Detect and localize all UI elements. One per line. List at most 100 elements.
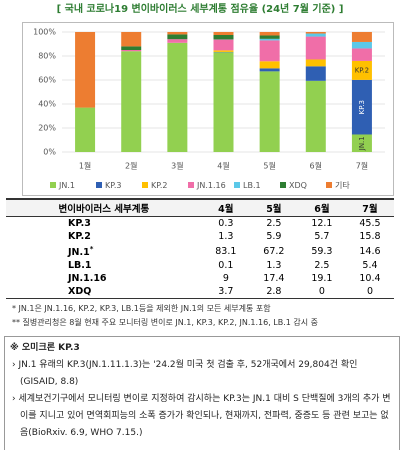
bar-segment (167, 32, 188, 35)
bar-segment (259, 61, 280, 69)
bar-segment (167, 42, 188, 152)
legend-label: KP.3 (105, 181, 121, 190)
title: [ 국내 코로나19 변이바이러스 세부계통 점유율 (24년 7월 기준) ] (56, 4, 344, 15)
bar-segment (213, 35, 234, 40)
bar-segment (121, 50, 142, 52)
footnote: * JN.1은 JN.1.16, KP.2, KP.3, LB.1등을 제외한 … (12, 304, 271, 313)
table-cell: 19.1 (311, 273, 333, 285)
note-bullet: › 세계보건기구에서 모니터링 변이로 지정하여 감시하는 KP.3는 JN.1… (10, 391, 394, 442)
table-row: JN.1* 83.1 67.2 59.3 14.6 (6, 243, 394, 259)
bar-segment (351, 134, 372, 152)
bar-segment (213, 39, 234, 51)
table-row: KP.3 0.3 2.5 12.1 45.5 (6, 217, 394, 231)
bar-segment (351, 79, 372, 135)
legend-swatch (96, 182, 102, 188)
row-label: XDQ (6, 285, 202, 300)
legend-label: LB.1 (243, 181, 261, 190)
row-label-text: LB.1 (68, 260, 92, 272)
row-label-text: KP.3 (68, 218, 91, 229)
y-tick-label: 0% (43, 148, 56, 157)
note-box: ※ 오미크론 KP.3 › JN.1 유래의 KP.3(JN.1.11.1.3)는… (4, 336, 400, 450)
x-tick-label: 5월 (263, 161, 275, 171)
table-cell: 59.3 (311, 245, 333, 257)
header-cell: 5월 (249, 198, 298, 217)
bar-segment (305, 36, 326, 60)
bar-segment (305, 80, 326, 152)
bar-segment (351, 48, 372, 61)
table-cell: 5.9 (266, 231, 282, 242)
x-tick-label: 3월 (171, 161, 183, 171)
row-label: KP.3 (6, 217, 202, 231)
footnote: ** 질병관리청은 8월 현재 주요 모니터링 변이로 JN.1, KP.3, … (12, 318, 319, 327)
legend-label: 기타 (335, 181, 350, 190)
bar-segment (75, 107, 96, 152)
y-tick-label: 60% (38, 76, 56, 85)
legend-swatch (280, 182, 286, 188)
bar-segment (259, 35, 280, 39)
share-table: 변이바이러스 세부계통 4월 5월 6월 7월 KP.3 0.3 2.5 12.1 45.5 KP.… (6, 198, 394, 300)
bar-segment (351, 32, 372, 42)
table-cell: 14.6 (359, 245, 381, 257)
row-label-mark: * (89, 245, 94, 253)
table-cell: 1.3 (266, 260, 282, 272)
x-tick-label: 6월 (310, 161, 322, 171)
bar-segment (259, 68, 280, 72)
chart-frame (22, 22, 394, 196)
legend-label: JN.1 (58, 181, 75, 190)
bar-segment (351, 60, 372, 80)
table-cell: 3.7 (201, 285, 250, 300)
table-cell: 2.5 (266, 218, 282, 229)
bar-segment (305, 66, 326, 81)
table-cell: 0 (297, 285, 346, 300)
legend-label: JN.1.16 (196, 181, 226, 190)
header-row: 변이바이러스 세부계통 4월 5월 6월 7월 (6, 198, 394, 217)
bar-segment (121, 32, 142, 47)
bar-segment (213, 50, 234, 52)
bar-segment (351, 41, 372, 49)
header-cell: 6월 (297, 198, 346, 217)
bullet-text: 세계보건기구에서 모니터링 변이로 지정하여 감시하는 KP.3는 JN.1 대… (18, 394, 391, 438)
legend-label: XDQ (289, 181, 307, 190)
bullet-text: JN.1 유래의 KP.3(JN.1.11.1.3)는 '24.2월 미국 첫 … (18, 360, 358, 387)
y-tick-label: 80% (38, 52, 56, 61)
table-cell: 0.1 (218, 260, 234, 272)
table-cell: 15.8 (359, 231, 381, 242)
legend-swatch (326, 182, 332, 188)
row-label-text: JN.1.16 (68, 273, 107, 285)
legend-swatch (142, 182, 148, 188)
bullet-marker: › (12, 394, 19, 404)
bar-label: KP.3 (358, 100, 366, 114)
header-cell: 4월 (201, 198, 250, 217)
bar-segment (167, 39, 188, 43)
table-cell: 5.4 (362, 260, 378, 272)
table-cell: 10.4 (359, 273, 381, 285)
bar-segment (167, 34, 188, 40)
table-row: XDQ 3.7 2.8 0 0 (6, 285, 394, 300)
table-row: LB.1 0.1 1.3 2.5 5.4 (6, 259, 394, 272)
x-tick-label: 4월 (217, 161, 229, 171)
note-bullet: › JN.1 유래의 KP.3(JN.1.11.1.3)는 '24.2월 미국 … (10, 357, 394, 391)
legend-swatch (234, 182, 240, 188)
y-tick-label: 100% (33, 28, 56, 37)
table-row: KP.2 1.3 5.9 5.7 15.8 (6, 230, 394, 243)
bar-segment (259, 32, 280, 36)
bar-segment (75, 32, 96, 108)
legend-label: KP.2 (151, 181, 167, 190)
table-cell: 1.3 (218, 231, 234, 242)
bar-segment (259, 40, 280, 62)
table-cell: 67.2 (263, 245, 285, 257)
chart: 0% 20% 40% 60% 80% 100% 1월 2월 3월 4월 5월 6월 7월 JN.1 KP.3… (33, 28, 385, 190)
bar-segment (121, 51, 142, 153)
header-cell: 7월 (345, 198, 394, 217)
row-label: JN.1* (6, 243, 202, 259)
row-label-text: XDQ (68, 286, 92, 298)
table-cell: 9 (222, 273, 229, 285)
row-label-text: KP.2 (68, 231, 91, 242)
bar-label: KP.2 (355, 66, 369, 74)
row-label: JN.1.16 (6, 272, 202, 285)
table-cell: 45.5 (359, 218, 381, 229)
legend-swatch (188, 182, 194, 188)
y-tick-label: 40% (38, 100, 56, 109)
table-cell: 2.8 (249, 285, 298, 300)
